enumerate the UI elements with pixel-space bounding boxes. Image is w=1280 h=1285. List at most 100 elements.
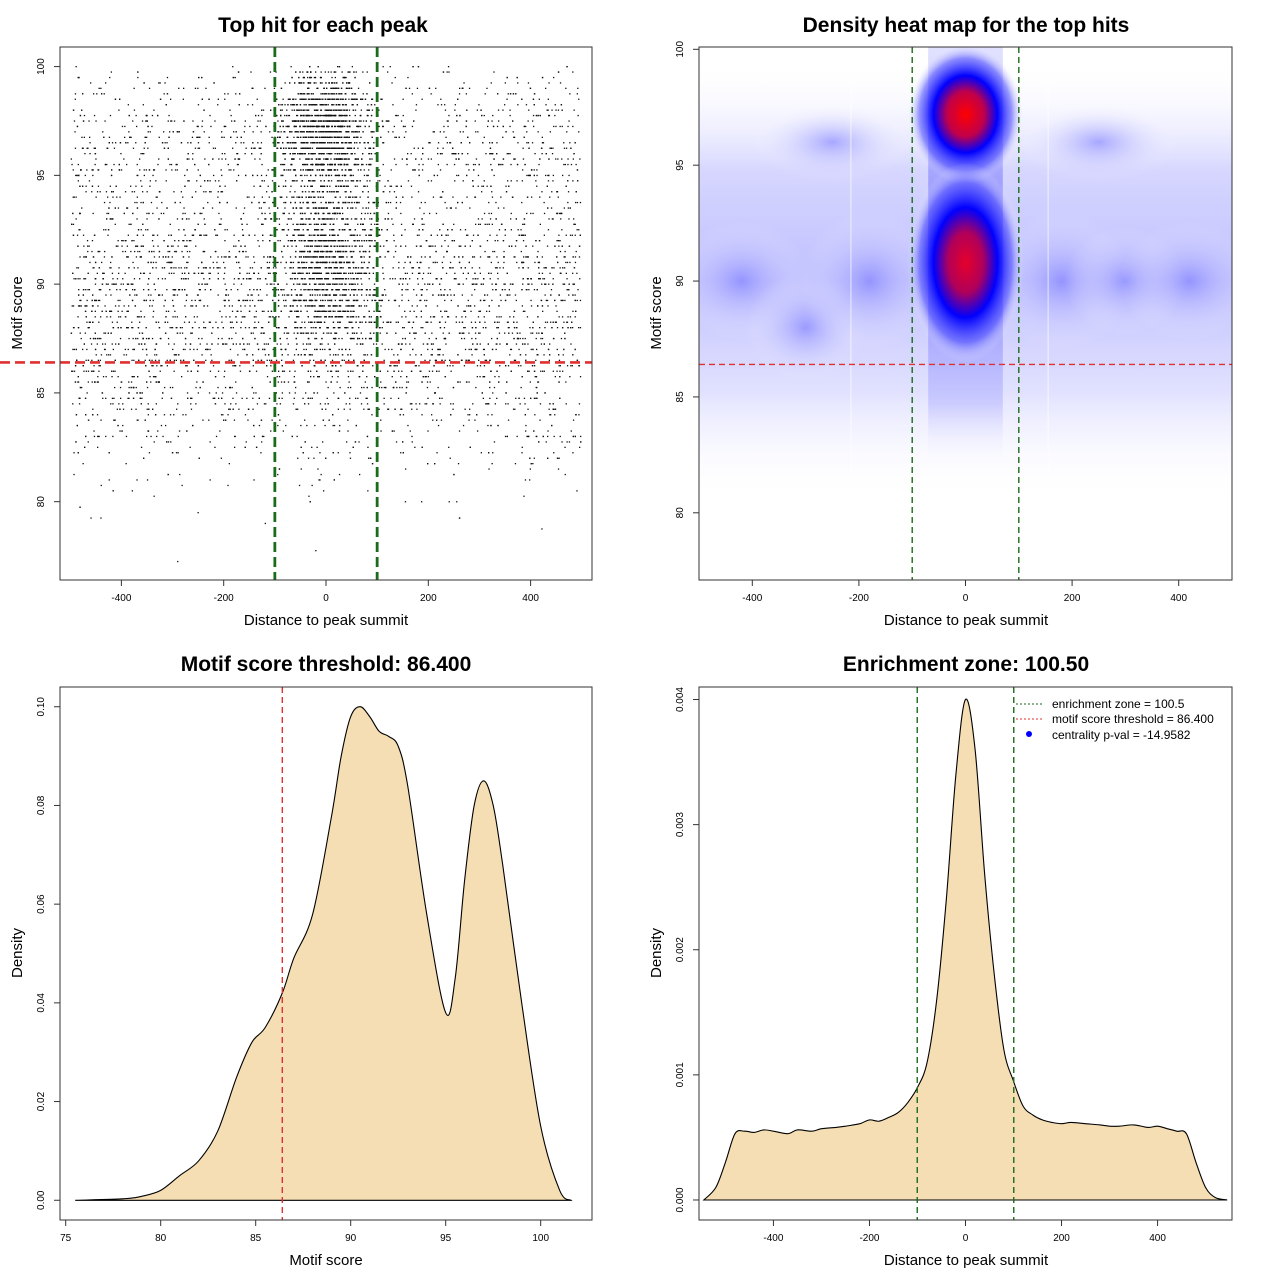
scatter-point xyxy=(242,299,244,302)
scatter-point xyxy=(400,212,402,215)
scatter-point xyxy=(118,267,120,269)
scatter-point xyxy=(559,250,562,253)
scatter-point xyxy=(405,245,407,247)
scatter-point xyxy=(561,245,563,247)
scatter-point xyxy=(572,419,575,421)
scatter-point xyxy=(255,370,258,372)
scatter-point xyxy=(72,109,75,111)
scatter-point xyxy=(163,131,165,133)
scatter-point xyxy=(147,229,149,231)
scatter-point xyxy=(575,191,577,193)
scatter-point xyxy=(316,278,318,280)
scatter-point xyxy=(441,359,443,361)
scatter-point xyxy=(188,180,190,182)
scatter-point xyxy=(297,223,299,225)
scatter-point xyxy=(569,261,571,264)
scatter-point xyxy=(482,376,484,378)
scatter-point xyxy=(224,229,226,231)
scatter-point xyxy=(411,125,414,128)
scatter-point xyxy=(524,234,526,236)
scatter-point xyxy=(479,365,482,367)
scatter-point xyxy=(573,223,575,225)
scatter-point xyxy=(110,267,112,269)
scatter-point xyxy=(504,82,506,84)
scatter-point xyxy=(128,381,130,383)
scatter-point xyxy=(180,142,183,144)
scatter-point xyxy=(497,272,499,274)
scatter-point xyxy=(214,120,216,122)
scatter-point xyxy=(85,191,87,193)
scatter-point xyxy=(89,142,91,144)
scatter-point xyxy=(342,158,344,160)
scatter-point xyxy=(550,414,552,416)
scatter-point xyxy=(512,408,515,410)
scatter-point xyxy=(416,408,418,410)
scatter-point xyxy=(247,294,249,296)
scatter-point xyxy=(379,256,382,258)
scatter-point xyxy=(429,381,431,383)
scatter-point xyxy=(574,142,576,144)
scatter-point xyxy=(207,201,209,204)
scatter-point xyxy=(376,223,378,225)
scatter-point xyxy=(175,452,178,454)
scatter-point xyxy=(545,104,547,106)
scatter-point xyxy=(456,114,458,117)
scatter-point xyxy=(113,283,115,285)
scatter-point xyxy=(544,283,547,285)
scatter-point xyxy=(90,517,92,519)
scatter-point xyxy=(460,245,462,247)
scatter-point xyxy=(231,305,233,307)
scatter-point xyxy=(192,120,194,122)
scatter-point xyxy=(217,294,219,296)
scatter-point xyxy=(548,158,550,160)
scatter-point xyxy=(562,267,564,269)
scatter-point xyxy=(259,289,261,291)
scatter-point xyxy=(197,294,199,296)
scatter-point xyxy=(244,316,246,318)
scatter-point xyxy=(279,403,281,405)
scatter-point xyxy=(496,234,498,236)
scatter-point xyxy=(268,397,271,399)
scatter-point xyxy=(198,289,201,291)
scatter-point xyxy=(377,180,379,182)
scatter-point xyxy=(209,348,211,351)
scatter-point xyxy=(419,245,421,247)
scatter-point xyxy=(404,125,406,128)
scatter-point xyxy=(528,109,530,111)
scatter-point xyxy=(79,256,81,258)
scatter-point xyxy=(186,365,188,367)
scatter-point xyxy=(527,408,529,410)
scatter-point xyxy=(482,397,484,399)
scatter-point xyxy=(182,98,184,100)
scatter-point xyxy=(244,153,246,155)
scatter-point xyxy=(494,321,496,323)
scatter-point xyxy=(201,354,203,356)
scatter-point xyxy=(579,376,582,378)
scatter-point xyxy=(92,169,94,171)
scatter-point xyxy=(140,201,142,204)
scatter-point xyxy=(85,359,87,361)
scatter-point xyxy=(514,359,517,361)
scatter-point xyxy=(217,98,219,100)
scatter-point xyxy=(315,289,317,291)
scatter-point xyxy=(536,392,538,394)
scatter-point xyxy=(157,245,159,247)
scatter-point xyxy=(420,245,422,247)
scatter-point xyxy=(483,278,485,280)
scatter-point xyxy=(537,250,539,253)
scatter-point xyxy=(228,408,230,410)
scatter-point xyxy=(91,299,93,302)
scatter-point xyxy=(491,463,493,465)
scatter-point xyxy=(111,272,114,274)
scatter-point xyxy=(220,457,222,459)
scatter-point xyxy=(527,142,530,144)
scatter-point xyxy=(457,305,459,307)
scatter-point xyxy=(237,158,239,160)
scatter-point xyxy=(510,180,512,182)
scatter-point xyxy=(257,294,260,296)
scatter-point xyxy=(259,158,261,160)
scatter-point xyxy=(522,337,524,340)
scatter-point xyxy=(529,381,531,383)
scatter-point xyxy=(506,272,508,274)
scatter-point xyxy=(549,196,551,198)
